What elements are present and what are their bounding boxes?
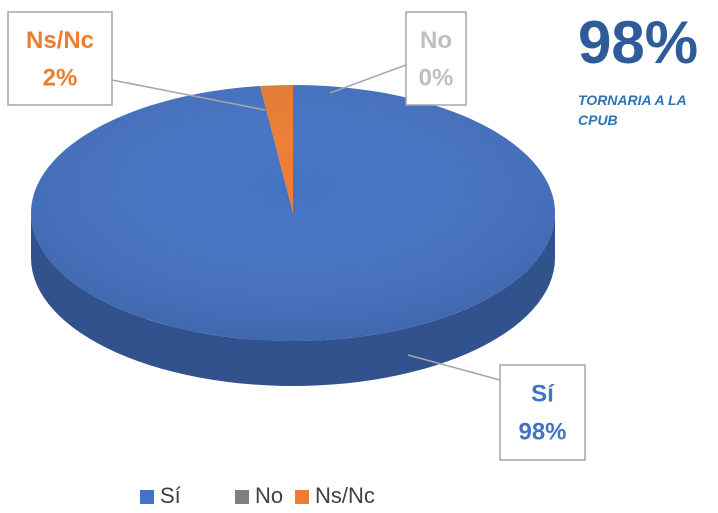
annotation-text: TORNARIA A LA CPUB	[578, 92, 687, 128]
data-label-name: Sí	[531, 381, 555, 408]
slice-side	[31, 213, 555, 386]
label-box	[499, 364, 586, 461]
legend-item: Sí	[140, 483, 181, 508]
legend-swatch	[235, 490, 249, 504]
data-label: 98%	[518, 419, 566, 446]
label-box	[7, 11, 113, 106]
data-label-name: No	[420, 27, 452, 54]
data-label: 0%	[419, 64, 454, 91]
leader-line	[329, 64, 407, 94]
legend-swatch	[295, 490, 309, 504]
legend-label: No	[255, 483, 283, 508]
label-box	[405, 11, 467, 106]
data-label: 2%	[43, 64, 78, 91]
leader-line	[407, 354, 501, 381]
legend-item: No	[235, 483, 283, 508]
annotation: 98%	[578, 9, 699, 76]
data-label-name: Ns/Nc	[26, 27, 94, 54]
leader-line	[111, 79, 266, 111]
legend-label: Sí	[160, 483, 181, 508]
legend-label: Ns/Nc	[315, 483, 375, 508]
legend-swatch	[140, 490, 154, 504]
legend-item: Ns/Nc	[295, 483, 375, 508]
